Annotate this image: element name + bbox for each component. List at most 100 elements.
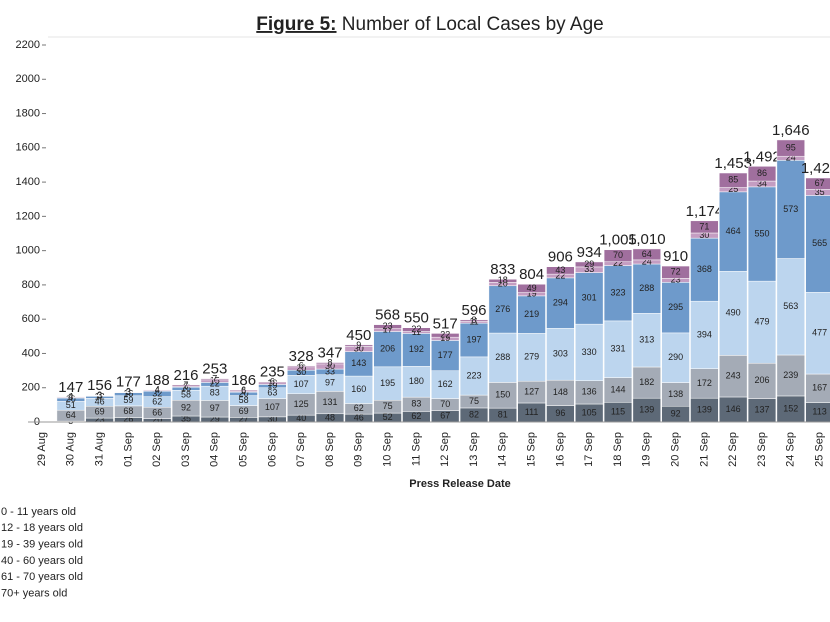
x-tick-label: 05 Sep [238,432,250,467]
x-tick-label: 21 Sep [698,432,710,467]
x-tick-label: 01 Sep [122,432,134,467]
bar-segment [171,384,201,387]
segment-label: 24 [642,256,652,266]
bar-segment [459,356,489,396]
bar-segment [114,391,143,393]
segment-label: 146 [726,404,741,414]
bar-segment [344,344,373,347]
y-tick-label: 200 [22,382,40,394]
segment-label: 33 [584,264,594,274]
bar-segment [575,323,604,381]
bar-segment [603,265,633,322]
total-label: 216 [173,367,198,384]
total-label: 1,424 [801,160,830,177]
segment-label: 66 [152,407,162,417]
legend-label: 0 - 11 years old [1,506,76,518]
segment-label: 83 [411,399,421,409]
segment-label: 97 [210,403,220,413]
bar-segment [661,282,690,334]
total-label: 550 [404,310,429,327]
bar-segment [431,370,460,399]
segment-label: 23 [671,275,681,285]
legend-label: 19 - 39 years old [1,539,83,551]
segment-label: 15 [210,376,220,386]
segment-label: 243 [726,371,741,381]
x-tick-label: 24 Sep [785,432,797,467]
segment-label: 92 [181,402,191,412]
segment-label: 29 [210,414,220,424]
total-label: 910 [663,248,688,265]
segment-label: 9 [356,340,361,350]
segment-label: 279 [524,352,539,362]
segment-label: 72 [671,267,681,277]
x-tick-label: 10 Sep [382,432,394,467]
segment-label: 71 [699,221,709,231]
y-tick-label: 800 [22,279,40,291]
bar-segment [431,333,460,338]
segment-label: 3 [97,390,102,400]
bar-segment [747,362,777,399]
bar-segment [373,324,402,329]
bar-segment [690,237,719,302]
segment-label: 22 [440,330,450,340]
segment-label: 115 [611,407,625,417]
segment-label: 4 [155,385,160,395]
segment-label: 295 [668,302,683,312]
x-tick-label: 14 Sep [497,432,509,467]
x-tick-label: 18 Sep [612,432,624,467]
title-lead: Figure 5: [256,14,336,35]
bar-segment [85,395,114,397]
segment-label: 95 [786,142,796,152]
bar-segment [603,377,633,403]
segment-label: 3 [126,386,131,396]
segment-label: 464 [726,226,741,236]
bar-segment [719,191,748,272]
segment-label: 182 [639,377,654,387]
segment-label: 8 [471,315,476,325]
segment-label: 29 [584,259,594,269]
bar-segment [143,389,172,391]
x-tick-label: 02 Sep [151,432,163,467]
total-label: 934 [577,244,602,261]
segment-label: 162 [438,379,453,389]
bar-segment [546,277,575,329]
segment-label: 18 [123,389,133,399]
segment-label: 40 [296,413,306,423]
segment-label: 477 [812,328,827,338]
segment-label: 33 [325,366,335,376]
segment-label: 148 [553,387,568,397]
total-label: 1,005 [599,232,637,249]
segment-label: 563 [783,301,798,311]
legend-label: 12 - 18 years old [1,522,83,534]
segment-label: 11 [469,317,478,327]
bar-segment [488,279,517,283]
total-label: 804 [519,266,544,283]
segment-label: 70 [613,250,623,260]
segment-label: 137 [754,405,769,415]
total-label: 186 [231,372,256,389]
segment-label: 139 [639,404,654,414]
total-label: 833 [490,261,515,278]
segment-label: 81 [498,409,508,419]
segment-label: 69 [95,407,105,417]
segment-label: 550 [754,228,769,238]
segment-label: 368 [697,264,712,274]
bar-segment [488,382,517,409]
y-tick-label: 600 [22,313,40,325]
segment-label: 195 [380,378,395,388]
bar-segment [546,379,575,406]
segment-label: 30 [296,367,306,377]
segment-label: 75 [383,401,393,411]
segment-label: 49 [527,283,537,293]
segment-label: 63 [267,388,277,398]
segment-label: 172 [697,378,712,388]
segment-label: 290 [668,352,683,362]
segment-label: 30 [267,414,277,424]
segment-label: 85 [728,175,738,185]
segment-label: 479 [754,317,769,327]
bar-segment [632,313,661,368]
bar-segment [344,351,373,377]
segment-label: 7 [212,374,217,384]
bar-segment [719,396,748,423]
segment-label: 6 [299,361,304,371]
